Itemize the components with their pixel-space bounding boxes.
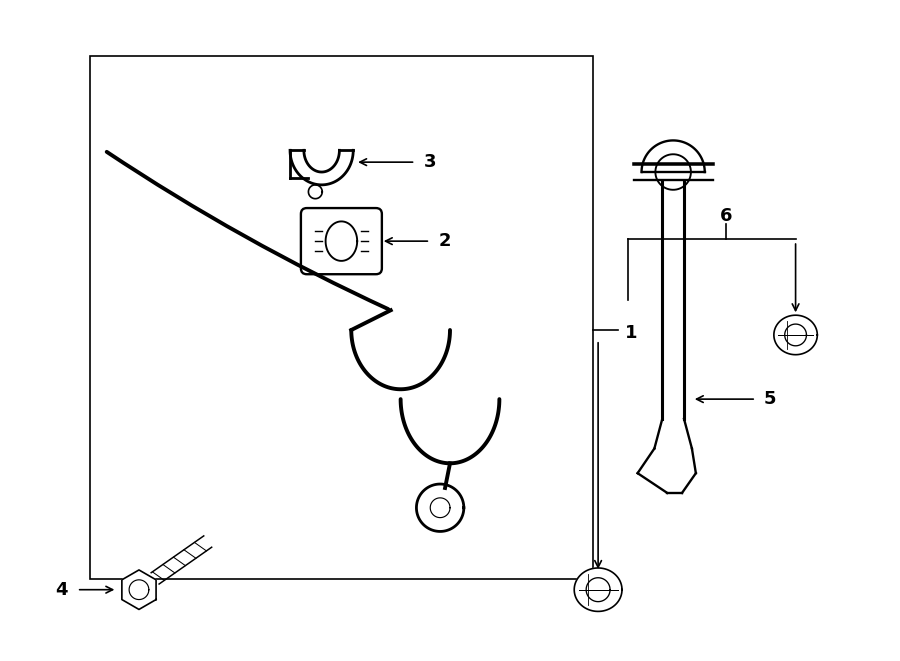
Ellipse shape: [774, 315, 817, 355]
Ellipse shape: [574, 568, 622, 611]
Text: 2: 2: [438, 232, 451, 250]
Polygon shape: [122, 570, 156, 609]
Text: 3: 3: [423, 153, 436, 171]
Bar: [90, 56, 593, 579]
Text: 4: 4: [56, 581, 68, 599]
Text: 5: 5: [764, 390, 777, 408]
Text: 6: 6: [720, 208, 733, 225]
Text: 1: 1: [625, 324, 637, 342]
